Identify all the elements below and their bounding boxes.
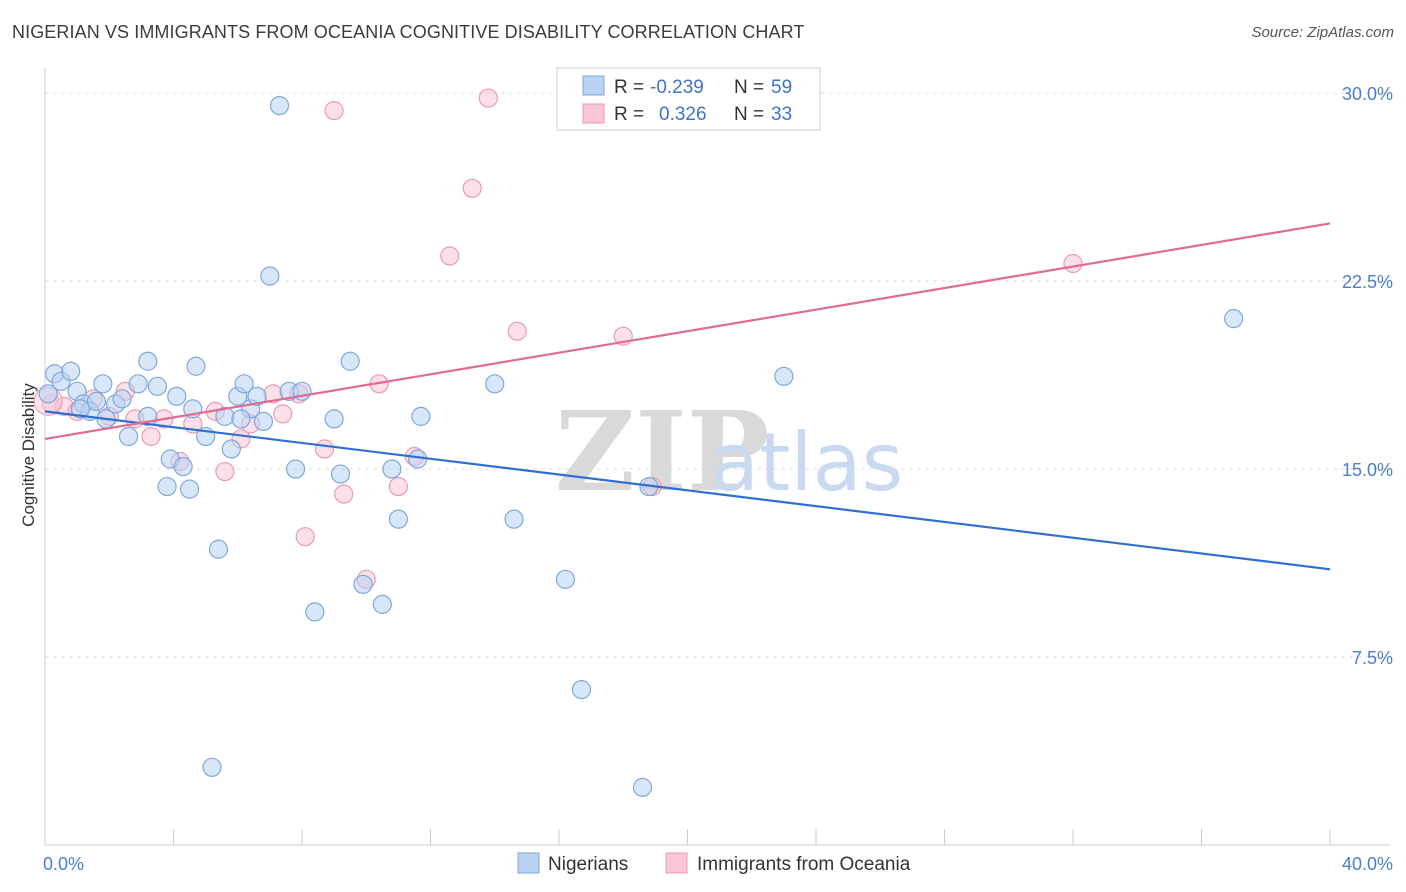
point-nigerians bbox=[86, 391, 107, 411]
trend-line-nigerians bbox=[44, 410, 1331, 571]
legend-swatch-oceania bbox=[582, 103, 605, 124]
legend-r-value: 0.326 bbox=[659, 104, 707, 125]
bottom-legend: Nigerians Immigrants from Oceania bbox=[517, 852, 911, 875]
point-nigerians bbox=[260, 266, 280, 286]
point-nigerians bbox=[372, 594, 392, 614]
bottom-legend-swatch-oceania bbox=[665, 852, 688, 874]
watermark: ZIP atlas bbox=[555, 387, 903, 516]
point-oceania bbox=[388, 476, 408, 497]
y-tick-label: 22.5% bbox=[1342, 272, 1393, 292]
point-nigerians bbox=[324, 409, 344, 429]
legend-r-label: R = bbox=[614, 104, 644, 125]
x-tick-label: 40.0% bbox=[1342, 854, 1393, 874]
point-nigerians bbox=[179, 479, 200, 499]
y-tick-label: 7.5% bbox=[1352, 648, 1393, 668]
legend-r-label: R = bbox=[614, 77, 644, 98]
point-nigerians bbox=[93, 374, 113, 394]
watermark-atlas: atlas bbox=[710, 416, 903, 509]
bottom-legend-nigerians: Nigerians bbox=[548, 854, 628, 875]
trend-line-oceania bbox=[44, 222, 1331, 441]
point-oceania bbox=[141, 426, 161, 447]
point-nigerians bbox=[173, 456, 193, 477]
point-nigerians bbox=[221, 439, 241, 459]
point-nigerians bbox=[186, 356, 206, 376]
point-nigerians bbox=[138, 351, 158, 371]
point-nigerians bbox=[774, 366, 794, 386]
watermark-zip: ZIP bbox=[555, 387, 769, 516]
point-oceania bbox=[440, 246, 460, 266]
point-nigerians bbox=[411, 406, 431, 426]
legend-r-value: -0.239 bbox=[650, 77, 704, 98]
source-label: Source: ZipAtlas.com bbox=[1251, 24, 1394, 41]
point-nigerians bbox=[253, 411, 274, 432]
legend-n-value: 59 bbox=[771, 77, 792, 98]
point-nigerians bbox=[61, 361, 81, 381]
x-tick-label: 0.0% bbox=[43, 854, 84, 874]
y-tick-label: 30.0% bbox=[1342, 84, 1393, 104]
point-nigerians bbox=[167, 386, 187, 406]
point-oceania bbox=[273, 404, 293, 424]
trend-lines bbox=[44, 222, 1331, 571]
point-oceania bbox=[1063, 253, 1083, 274]
point-nigerians bbox=[70, 399, 90, 419]
point-nigerians bbox=[555, 569, 576, 589]
point-oceania bbox=[462, 178, 482, 198]
point-nigerians bbox=[208, 539, 229, 559]
legend-n-value: 33 bbox=[771, 104, 792, 125]
bottom-legend-oceania: Immigrants from Oceania bbox=[697, 854, 911, 875]
point-nigerians bbox=[330, 464, 351, 484]
x-tick-labels: 0.0% 40.0% bbox=[43, 854, 1393, 874]
point-nigerians bbox=[305, 602, 325, 622]
point-nigerians bbox=[38, 384, 58, 404]
legend-box: R = -0.239 N = 59 R = 0.326 N = 33 bbox=[556, 67, 821, 131]
legend-swatch-nigerians bbox=[582, 75, 605, 96]
y-axis-title: Cognitive Disability bbox=[19, 383, 38, 527]
chart-title: NIGERIAN VS IMMIGRANTS FROM OCEANIA COGN… bbox=[12, 22, 805, 42]
y-tick-labels: 7.5% 15.0% 22.5% 30.0% bbox=[1342, 84, 1393, 668]
point-nigerians bbox=[128, 374, 148, 394]
point-oceania bbox=[478, 88, 498, 108]
point-nigerians bbox=[340, 351, 360, 371]
point-oceania bbox=[215, 461, 235, 482]
point-nigerians bbox=[382, 459, 402, 479]
point-oceania bbox=[295, 527, 315, 547]
point-oceania bbox=[324, 101, 344, 121]
point-nigerians bbox=[231, 409, 251, 429]
point-oceania bbox=[334, 484, 354, 504]
point-nigerians bbox=[118, 426, 139, 447]
point-nigerians bbox=[632, 777, 653, 797]
point-nigerians bbox=[285, 459, 306, 479]
point-nigerians bbox=[247, 386, 267, 406]
point-oceania bbox=[314, 439, 335, 459]
bottom-legend-swatch-nigerians bbox=[517, 852, 540, 874]
point-nigerians bbox=[1224, 309, 1244, 329]
point-oceania bbox=[507, 321, 527, 341]
point-nigerians bbox=[504, 509, 524, 529]
point-nigerians bbox=[353, 574, 373, 594]
series-nigerians-points bbox=[38, 95, 1244, 797]
point-nigerians bbox=[234, 374, 254, 394]
point-nigerians bbox=[147, 376, 168, 396]
legend-n-label: N = bbox=[734, 104, 764, 125]
point-nigerians bbox=[571, 679, 592, 700]
point-nigerians bbox=[485, 374, 505, 394]
point-nigerians bbox=[202, 757, 222, 777]
legend-n-label: N = bbox=[734, 77, 764, 98]
point-nigerians bbox=[388, 509, 408, 529]
point-nigerians bbox=[157, 476, 177, 497]
y-tick-label: 15.0% bbox=[1342, 460, 1393, 480]
axes bbox=[44, 68, 1390, 846]
point-nigerians bbox=[269, 95, 290, 116]
point-nigerians bbox=[112, 389, 132, 409]
